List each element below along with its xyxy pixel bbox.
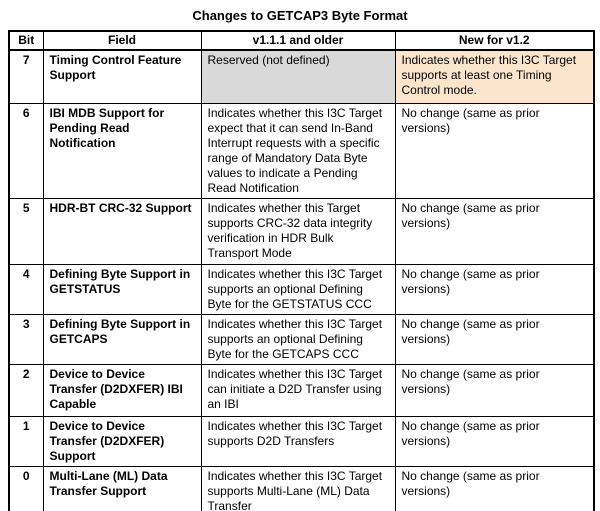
new-for-v12-cell: No change (same as prior versions)	[394, 313, 595, 365]
new-for-v12-cell: No change (same as prior versions)	[394, 415, 595, 467]
getcap3-changes-table: Bit Field v1.1.1 and older New for v1.2 …	[8, 30, 595, 511]
field-name-cell: Defining Byte Support in GETSTATUS	[42, 263, 202, 315]
v111-and-older-cell: Indicates whether this I3C Target suppor…	[200, 415, 396, 467]
bit-cell: 6	[8, 102, 44, 199]
table-row: 3 Defining Byte Support in GETCAPS Indicat…	[8, 313, 595, 365]
col-header-field: Field	[42, 30, 202, 51]
table-row: 0 Multi-Lane (ML) Data Transfer Support In…	[8, 465, 595, 511]
new-for-v12-cell: No change (same as prior versions)	[394, 363, 595, 417]
col-header-v111: v1.1.1 and older	[200, 30, 396, 51]
table-row: 4 Defining Byte Support in GETSTATUS Indic…	[8, 263, 595, 315]
field-name-cell: Device to Device Transfer (D2DXFER) IBI …	[42, 363, 202, 417]
bit-cell: 1	[8, 415, 44, 467]
v111-and-older-cell: Indicates whether this I3C Target suppor…	[200, 465, 396, 511]
v111-and-older-cell: Indicates whether this Target supports C…	[200, 197, 396, 265]
new-for-v12-cell: No change (same as prior versions)	[394, 263, 595, 315]
bit-cell: 3	[8, 313, 44, 365]
table-row: 7 Timing Control Feature Support Reserved …	[8, 49, 595, 104]
new-for-v12-cell: No change (same as prior versions)	[394, 197, 595, 265]
v111-and-older-cell: Indicates whether this I3C Target suppor…	[200, 263, 396, 315]
new-for-v12-cell: No change (same as prior versions)	[394, 102, 595, 199]
field-name-cell: Device to Device Transfer (D2DXFER) Supp…	[42, 415, 202, 467]
field-name-cell: IBI MDB Support for Pending Read Notific…	[42, 102, 202, 199]
table-body: 7 Timing Control Feature Support Reserved …	[8, 49, 595, 511]
v111-and-older-cell: Reserved (not defined)	[200, 49, 396, 104]
v111-and-older-cell: Indicates whether this I3C Target suppor…	[200, 313, 396, 365]
bit-cell: 7	[8, 49, 44, 104]
col-header-bit: Bit	[8, 30, 44, 51]
bit-cell: 2	[8, 363, 44, 417]
new-for-v12-cell: No change (same as prior versions)	[394, 465, 595, 511]
field-name-cell: HDR-BT CRC-32 Support	[42, 197, 202, 265]
table-row: 2 Device to Device Transfer (D2DXFER) IBI…	[8, 363, 595, 417]
new-for-v12-cell: Indicates whether this I3C Target suppor…	[394, 49, 595, 104]
table-row: 6 IBI MDB Support for Pending Read Notifi…	[8, 102, 595, 199]
page-title: Changes to GETCAP3 Byte Format	[192, 8, 408, 23]
header-row: Bit Field v1.1.1 and older New for v1.2	[8, 30, 595, 51]
col-header-v12: New for v1.2	[394, 30, 595, 51]
table-row: 1 Device to Device Transfer (D2DXFER) Sup…	[8, 415, 595, 467]
bit-cell: 5	[8, 197, 44, 265]
v111-and-older-cell: Indicates whether this I3C Target can in…	[200, 363, 396, 417]
bit-cell: 4	[8, 263, 44, 315]
field-name-cell: Timing Control Feature Support	[42, 49, 202, 104]
table-row: 5 HDR-BT CRC-32 Support Indicates whether …	[8, 197, 595, 265]
v111-and-older-cell: Indicates whether this I3C Target expect…	[200, 102, 396, 199]
field-name-cell: Defining Byte Support in GETCAPS	[42, 313, 202, 365]
bit-cell: 0	[8, 465, 44, 511]
field-name-cell: Multi-Lane (ML) Data Transfer Support	[42, 465, 202, 511]
